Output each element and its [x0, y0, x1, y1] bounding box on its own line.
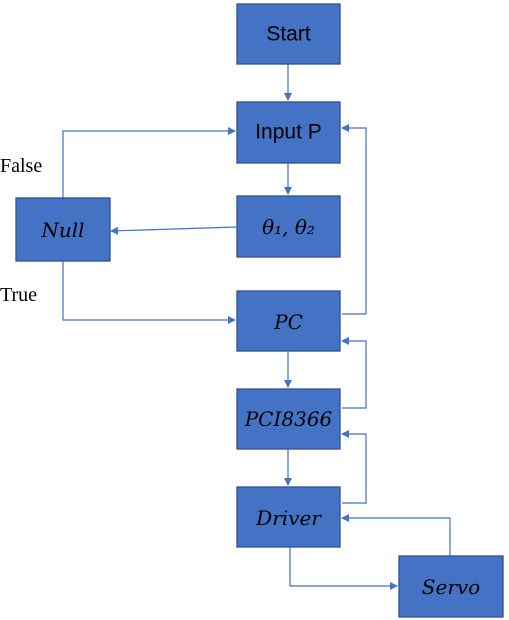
- pci8366-label: PCI8366: [244, 407, 333, 431]
- servo-label: Servo: [422, 575, 480, 599]
- theta-box: [236, 195, 341, 258]
- pc-node: PC: [236, 290, 341, 352]
- theta-node: θ₁, θ₂: [236, 195, 341, 258]
- start-box: [236, 3, 341, 65]
- true-branch-label: True: [0, 284, 37, 306]
- start-label: Start: [266, 23, 311, 46]
- start-node: Start: [236, 3, 341, 65]
- servo-box: [398, 555, 504, 618]
- arrow-driver-to-servo: [289, 547, 398, 590]
- driver-box: [236, 486, 341, 548]
- driver-label: Driver: [255, 506, 322, 530]
- input-box: [236, 101, 341, 164]
- pc-box: [236, 290, 341, 352]
- arrow-driver-feedback-to-pci8366: [341, 430, 367, 504]
- arrow-pci8366-feedback-to-pc: [341, 337, 367, 409]
- input-node: Input P: [236, 101, 341, 164]
- arrow-pc-feedback-to-input: [341, 124, 367, 315]
- pci8366-box: [236, 388, 341, 450]
- false-branch-label: False: [0, 155, 42, 177]
- null-box: [15, 197, 111, 262]
- arrow-null-true-to-pc: [62, 261, 236, 324]
- pc-label: PC: [273, 310, 303, 334]
- arrow-theta-to-null: [110, 226, 238, 235]
- theta-label: θ₁, θ₂: [262, 215, 315, 239]
- servo-node: Servo: [398, 555, 504, 618]
- connectors: [62, 64, 451, 590]
- pci8366-node: PCI8366: [236, 388, 341, 450]
- input-label: Input P: [255, 121, 322, 144]
- null-label: Null: [40, 218, 84, 242]
- null-node: Null: [15, 197, 111, 262]
- arrow-null-false-to-input: [62, 127, 236, 198]
- arrow-servo-feedback-to-driver: [341, 514, 451, 556]
- driver-node: Driver: [236, 486, 341, 548]
